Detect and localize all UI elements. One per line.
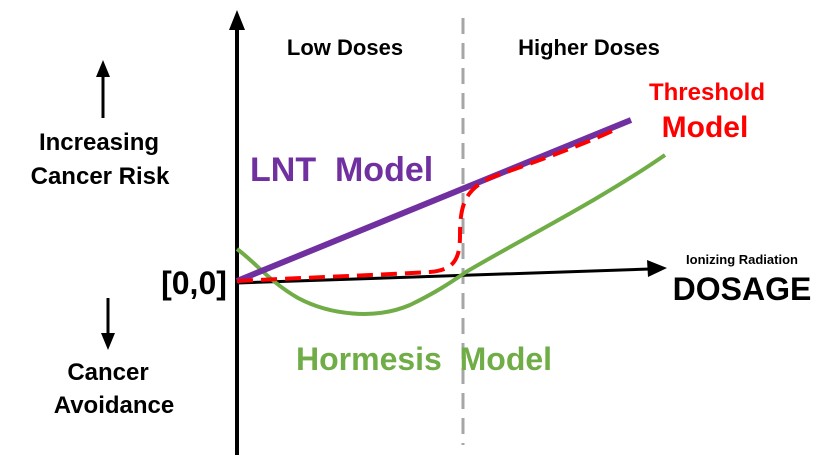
increasing-risk-label-line2: Cancer Risk bbox=[31, 163, 170, 190]
x-axis-sublabel: Ionizing Radiation bbox=[686, 252, 798, 267]
higher-doses-label: Higher Doses bbox=[518, 35, 660, 60]
increasing-risk-label-line1: Increasing bbox=[39, 129, 159, 156]
cancer-avoidance-label-line2: Avoidance bbox=[54, 392, 174, 419]
cancer-avoidance-label-line1: Cancer bbox=[67, 359, 148, 386]
threshold-model-label-line1: Threshold bbox=[649, 79, 765, 106]
lnt-model-label: LNT Model bbox=[250, 151, 433, 189]
origin-label: [0,0] bbox=[161, 265, 227, 301]
threshold-model-label-line2: Model bbox=[662, 111, 749, 144]
up-arrow-icon bbox=[96, 60, 110, 77]
lnt-model-line bbox=[235, 117, 633, 284]
hormesis-model-label: Hormesis Model bbox=[296, 341, 552, 377]
x-axis-label: DOSAGE bbox=[673, 271, 812, 307]
hormesis-model-curve bbox=[235, 153, 667, 316]
y-axis-arrowhead bbox=[229, 10, 245, 30]
x-axis bbox=[236, 267, 651, 285]
down-arrow-icon bbox=[101, 333, 115, 350]
x-axis-arrowhead bbox=[647, 260, 667, 277]
threshold-model-curve bbox=[236, 129, 613, 283]
low-doses-label: Low Doses bbox=[287, 35, 403, 60]
